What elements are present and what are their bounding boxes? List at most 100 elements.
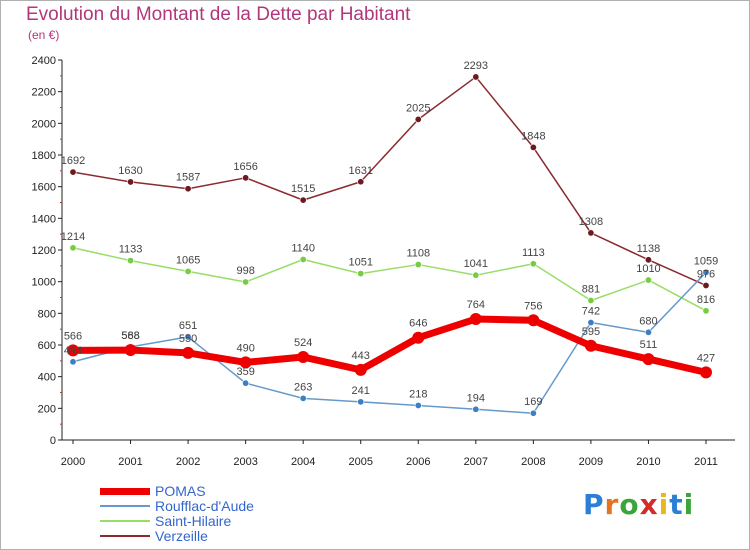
data-point-saint-hilaire [184,267,192,275]
data-point-saint-hilaire [299,255,307,263]
data-label-saint-hilaire: 881 [582,284,600,296]
data-label-roufflac-d-aude: 241 [352,385,370,397]
series-line-saint-hilaire [72,247,707,312]
data-point-saint-hilaire [644,276,652,284]
data-label-pomas: 524 [294,337,312,349]
data-point-roufflac-d-aude [184,333,192,341]
data-point-saint-hilaire [127,257,135,265]
y-tick-label: 400 [38,372,56,384]
y-tick-label: 0 [50,435,56,447]
data-point-pomas [700,366,712,379]
logo-letter: i [683,488,695,521]
data-point-verzeille [472,73,480,81]
data-label-verzeille: 1848 [521,130,545,142]
series-verzeille [69,73,710,289]
data-label-roufflac-d-aude: 494 [64,345,82,357]
data-point-saint-hilaire [529,260,537,268]
data-point-pomas [469,313,482,326]
data-point-verzeille [357,178,365,186]
x-tick-label: 2010 [636,456,660,468]
data-label-pomas: 566 [64,330,82,342]
data-point-verzeille [69,168,77,176]
data-point-saint-hilaire [587,297,595,305]
data-point-pomas [584,339,597,352]
data-label-saint-hilaire: 1133 [119,244,143,256]
data-label-roufflac-d-aude: 169 [524,396,542,408]
x-tick-label: 2006 [406,456,430,468]
data-label-saint-hilaire: 1113 [522,247,545,259]
data-label-roufflac-d-aude: 680 [639,315,657,327]
data-point-roufflac-d-aude [529,409,537,417]
x-tick-label: 2002 [176,456,200,468]
data-label-saint-hilaire: 1041 [464,258,488,270]
series-line-pomas [69,315,710,376]
y-tick-label: 1600 [32,182,56,194]
data-point-pomas [354,363,367,376]
data-point-roufflac-d-aude [69,358,77,366]
y-tick-label: 2200 [32,87,56,99]
y-tick-label: 1400 [32,213,56,225]
legend-label: Roufflac-d'Aude [155,498,254,514]
data-point-saint-hilaire [357,270,365,278]
x-tick-label: 2008 [521,456,545,468]
data-point-saint-hilaire [472,271,480,279]
y-tick-label: 800 [38,308,56,320]
series-line-verzeille [72,76,707,287]
data-point-saint-hilaire [242,278,250,286]
x-tick-label: 2009 [579,456,603,468]
y-tick-label: 600 [38,340,56,352]
data-label-roufflac-d-aude: 218 [409,388,427,400]
y-tick-label: 1200 [32,245,56,257]
legend-swatch [100,487,150,495]
line-chart: 0 200 400 600 800 1000 1200 1400 1600 1800 2000 220… [32,55,735,468]
data-label-pomas: 764 [467,299,485,311]
data-point-verzeille [702,281,710,289]
x-tick-label: 2000 [61,456,85,468]
data-point-pomas [527,314,540,327]
data-label-verzeille: 2293 [464,60,488,72]
data-label-pomas: 490 [236,342,254,354]
data-label-verzeille: 1692 [61,155,85,167]
x-tick-label: 2011 [694,456,718,468]
logo-letter: o [619,488,640,521]
data-point-pomas [412,331,425,344]
data-label-verzeille: 1631 [348,165,372,177]
data-labels-layer: 1692 1630 1587 1656 1515 1631 2025 2293 1848 1308… [61,60,718,408]
data-point-roufflac-d-aude [644,328,652,336]
data-label-roufflac-d-aude: 359 [236,366,254,378]
data-label-roufflac-d-aude: 651 [179,320,197,332]
data-label-verzeille: 1138 [637,243,661,255]
chart-subtitle: (en €) [28,28,60,42]
data-label-saint-hilaire: 1010 [636,263,660,275]
x-tick-label: 2003 [233,456,257,468]
data-point-roufflac-d-aude [242,379,250,387]
data-point-roufflac-d-aude [587,319,595,327]
series-pomas [67,313,712,379]
x-tick-label: 2005 [348,456,372,468]
chart-axes: 0 200 400 600 800 1000 1200 1400 1600 1800 2000 220… [32,55,735,468]
data-label-saint-hilaire: 1108 [406,248,430,260]
data-point-verzeille [299,196,307,204]
data-point-verzeille [644,256,652,264]
data-point-saint-hilaire [69,244,77,252]
data-point-roufflac-d-aude [357,398,365,406]
data-label-roufflac-d-aude: 263 [294,381,312,393]
data-point-saint-hilaire [414,261,422,269]
data-point-roufflac-d-aude [702,268,710,276]
data-point-pomas [124,344,137,357]
series-layer [67,73,712,417]
x-tick-label: 2007 [464,456,488,468]
data-point-pomas [297,351,310,364]
data-point-verzeille [184,185,192,193]
data-point-verzeille [127,178,135,186]
data-point-verzeille [242,174,250,182]
data-label-saint-hilaire: 1051 [348,257,372,269]
data-label-saint-hilaire: 1214 [61,231,85,243]
x-tick-label: 2004 [291,456,315,468]
data-label-pomas: 511 [640,339,658,351]
data-label-saint-hilaire: 1140 [291,243,315,255]
x-tick-label: 2001 [118,456,142,468]
legend-swatch [100,535,150,537]
y-tick-label: 2000 [32,118,56,130]
